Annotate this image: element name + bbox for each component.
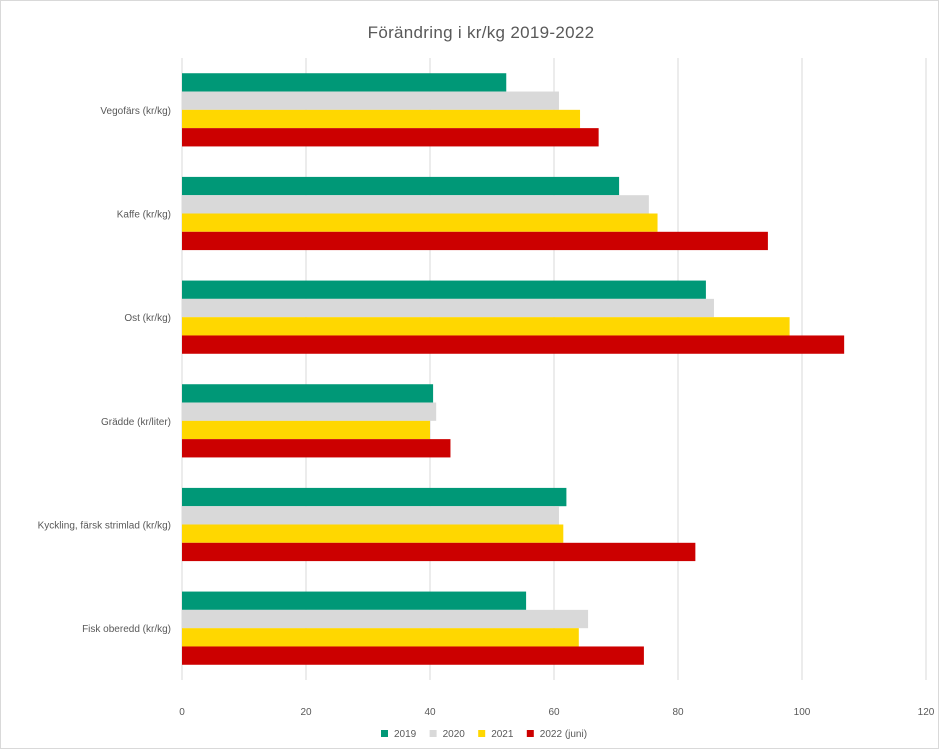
bar-2020-5 [182,609,589,629]
bar-2022 (juni)-2 [182,335,845,354]
bar-2019-5 [182,591,527,610]
bar-2021-4 [182,524,564,543]
bar-2019-3 [182,384,434,403]
legend-swatch-2022 (juni) [526,730,534,737]
bar-2019-1 [182,176,620,196]
gridlines [181,58,927,680]
legend: 2019 2020 2021 2022 (juni) [381,729,587,740]
legend-label-2020: 2020 [443,729,466,740]
legend-label-2019: 2019 [394,729,417,740]
bar-2021-1 [182,213,658,232]
category-label-4: Kyckling, färsk strimlad (kr/kg) [38,521,171,532]
x-tick-label-20: 20 [300,707,312,718]
bars [182,73,845,665]
category-label-3: Grädde (kr/liter) [101,417,171,428]
bar-2022 (juni)-3 [182,439,451,458]
x-tick-label-0: 0 [179,707,185,718]
bar-2022 (juni)-5 [182,646,644,665]
bar-2022 (juni)-0 [182,128,599,147]
bar-2020-4 [182,506,559,525]
bar-2021-0 [182,109,581,129]
category-label-0: Vegofärs (kr/kg) [100,106,171,117]
legend-swatch-2021 [478,730,486,737]
bar-2022 (juni)-1 [182,231,768,251]
legend-swatch-2020 [429,730,437,737]
bar-2019-4 [182,487,567,507]
bar-2021-2 [182,317,790,336]
legend-label-2021: 2021 [491,729,514,740]
bar-2020-0 [182,91,559,110]
category-label-5: Fisk oberedd (kr/kg) [82,624,171,635]
category-label-2: Ost (kr/kg) [124,313,171,324]
bar-2019-2 [182,280,706,299]
bar-2021-5 [182,628,579,647]
chart-title: Förändring i kr/kg 2019-2022 [368,23,595,42]
bar-2022 (juni)-4 [182,542,696,562]
x-axis-tick-labels: 0 20 40 60 80 100 120 [179,707,935,718]
legend-label-2022 (juni): 2022 (juni) [540,729,587,740]
category-labels: Vegofärs (kr/kg) Kaffe (kr/kg) Ost (kr/kg)… [38,106,171,635]
bar-2020-2 [182,298,714,318]
x-tick-label-60: 60 [548,707,560,718]
x-tick-label-40: 40 [424,707,436,718]
x-tick-label-120: 120 [918,707,935,718]
x-tick-label-80: 80 [672,707,684,718]
legend-swatch-2019 [381,730,388,737]
bar-2020-1 [182,195,649,214]
bar-2021-3 [182,420,430,440]
bar-2020-3 [182,402,437,421]
category-label-1: Kaffe (kr/kg) [117,210,171,221]
bar-2019-0 [182,73,507,92]
x-tick-label-100: 100 [794,707,811,718]
